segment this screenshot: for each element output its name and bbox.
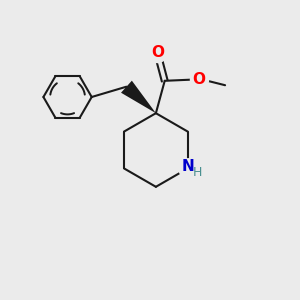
- Text: O: O: [192, 72, 205, 87]
- Text: H: H: [193, 166, 202, 179]
- Polygon shape: [121, 81, 156, 113]
- Text: O: O: [151, 45, 164, 60]
- Text: N: N: [182, 159, 194, 174]
